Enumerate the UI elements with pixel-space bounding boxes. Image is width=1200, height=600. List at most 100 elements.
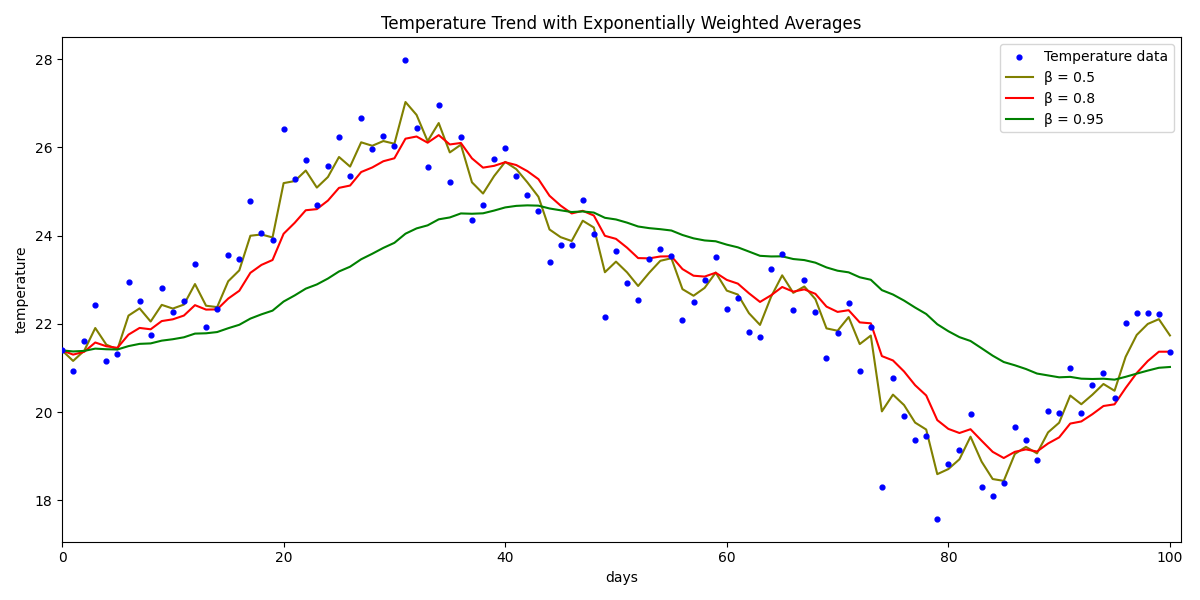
Temperature data [362, 145, 382, 154]
Temperature data [1082, 380, 1102, 390]
Temperature data [407, 123, 426, 133]
Temperature data [706, 253, 725, 262]
β = 0.8 [55, 347, 70, 354]
Line: β = 0.8: β = 0.8 [62, 135, 1170, 458]
Temperature data [750, 332, 769, 341]
Temperature data [296, 155, 316, 165]
Line: β = 0.5: β = 0.5 [62, 102, 1170, 481]
β = 0.95 [841, 269, 856, 276]
Temperature data [562, 240, 581, 250]
Temperature data [618, 278, 637, 288]
Temperature data [817, 353, 836, 362]
Temperature data [174, 296, 193, 305]
Temperature data [584, 230, 604, 239]
Temperature data [650, 244, 670, 254]
β = 0.95 [520, 202, 534, 209]
Temperature data [385, 142, 404, 151]
Temperature data [894, 411, 913, 421]
Temperature data [252, 229, 271, 238]
Temperature data [728, 293, 748, 303]
Temperature data [85, 301, 104, 310]
β = 0.5 [731, 291, 745, 298]
Temperature data [1006, 422, 1025, 432]
Temperature data [938, 459, 958, 469]
Temperature data [739, 327, 758, 337]
Temperature data [1016, 435, 1036, 445]
Temperature data [130, 296, 149, 306]
Temperature data [794, 275, 814, 285]
Temperature data [1127, 308, 1146, 318]
Temperature data [1105, 393, 1124, 403]
β = 0.95 [576, 208, 590, 215]
β = 0.95 [1108, 376, 1122, 383]
Temperature data [451, 132, 470, 142]
Temperature data [695, 275, 714, 285]
β = 0.8 [731, 280, 745, 287]
Temperature data [1160, 347, 1180, 356]
Temperature data [839, 299, 858, 308]
Temperature data [773, 249, 792, 259]
β = 0.5 [55, 347, 70, 354]
β = 0.8 [996, 454, 1010, 461]
Temperature data [341, 172, 360, 181]
Line: β = 0.95: β = 0.95 [62, 205, 1170, 380]
Temperature data [1094, 368, 1114, 378]
Temperature data [330, 132, 349, 142]
Temperature data [718, 304, 737, 313]
Temperature data [318, 161, 337, 171]
Temperature data [972, 482, 991, 491]
β = 0.5 [332, 154, 347, 161]
β = 0.8 [896, 368, 911, 375]
Temperature data [396, 55, 415, 65]
β = 0.8 [432, 131, 446, 139]
Temperature data [640, 254, 659, 264]
Temperature data [850, 367, 869, 376]
Temperature data [1050, 408, 1069, 418]
Y-axis label: temperature: temperature [16, 246, 29, 333]
β = 0.5 [576, 217, 590, 224]
Temperature data [1138, 308, 1157, 318]
β = 0.8 [1163, 348, 1177, 355]
Temperature data [872, 482, 892, 492]
β = 0.95 [896, 297, 911, 304]
Temperature data [485, 154, 504, 163]
Temperature data [1072, 408, 1091, 418]
Temperature data [506, 172, 526, 181]
β = 0.5 [841, 313, 856, 320]
β = 0.8 [841, 307, 856, 314]
Temperature data [906, 436, 925, 445]
Temperature data [152, 283, 172, 293]
Temperature data [229, 254, 248, 264]
Temperature data [373, 131, 392, 141]
Title: Temperature Trend with Exponentially Weighted Averages: Temperature Trend with Exponentially Wei… [382, 15, 862, 33]
β = 0.5 [896, 401, 911, 409]
Temperature data [307, 200, 326, 209]
Temperature data [352, 113, 371, 123]
Temperature data [108, 349, 127, 359]
Temperature data [64, 367, 83, 376]
Temperature data [983, 491, 1002, 501]
Temperature data [574, 196, 593, 205]
Temperature data [97, 356, 116, 366]
β = 0.95 [332, 268, 347, 275]
Temperature data [961, 409, 980, 419]
Temperature data [119, 277, 138, 287]
Temperature data [994, 478, 1013, 488]
Temperature data [673, 315, 692, 325]
Temperature data [661, 251, 680, 260]
Temperature data [828, 328, 847, 338]
Temperature data [496, 143, 515, 152]
Temperature data [462, 215, 481, 225]
Temperature data [208, 304, 227, 313]
Temperature data [197, 323, 216, 332]
Temperature data [762, 264, 781, 274]
β = 0.8 [576, 207, 590, 214]
Temperature data [917, 431, 936, 441]
Temperature data [142, 330, 161, 340]
Legend: Temperature data, β = 0.5, β = 0.8, β = 0.95: Temperature data, β = 0.5, β = 0.8, β = … [1000, 44, 1174, 132]
β = 0.5 [398, 98, 413, 106]
β = 0.5 [1163, 332, 1177, 339]
β = 0.95 [731, 244, 745, 251]
Temperature data [1061, 364, 1080, 373]
Temperature data [529, 206, 548, 216]
